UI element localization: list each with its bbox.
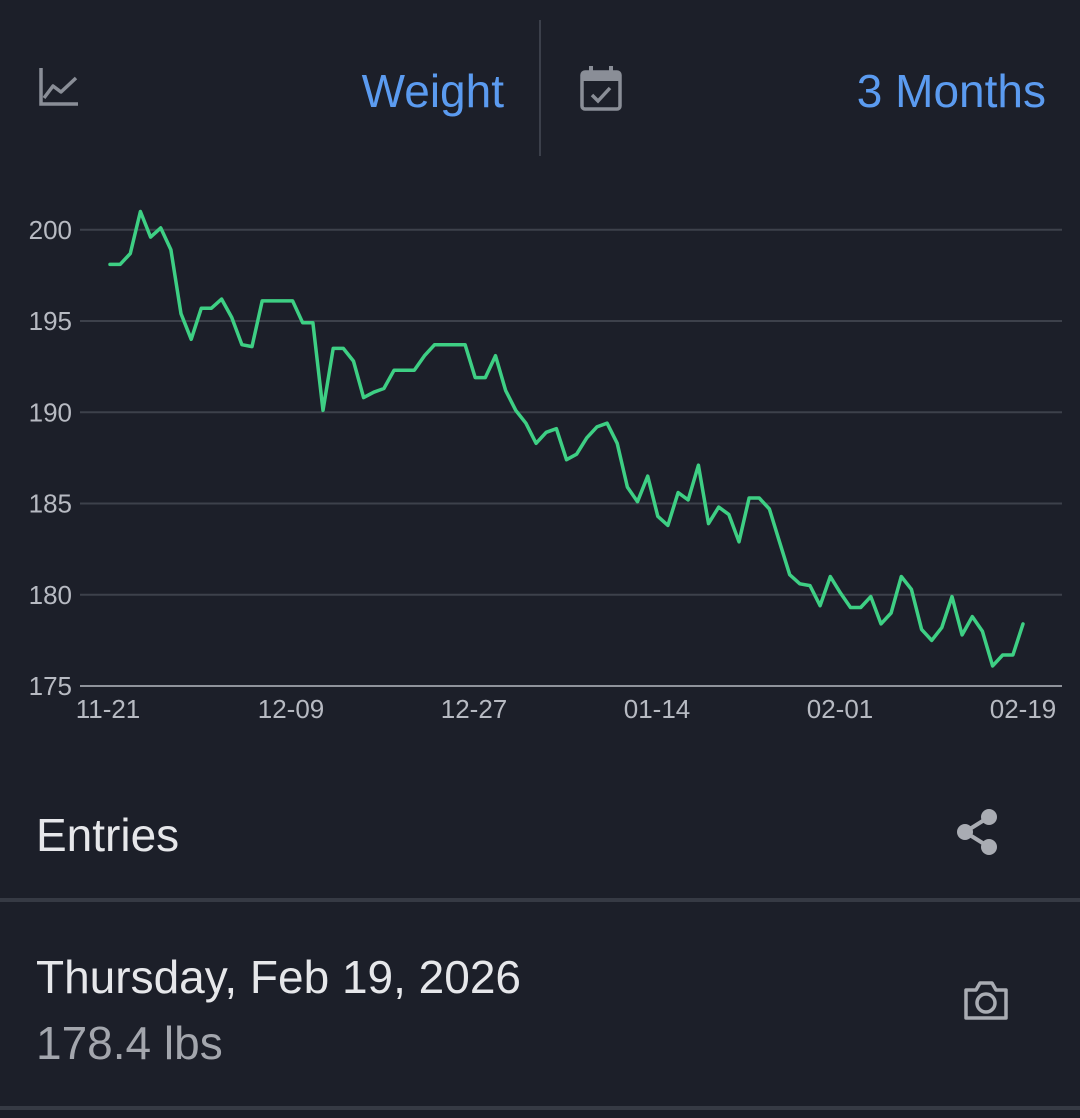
row-divider [0,1106,1080,1110]
weight-series-line [108,209,1025,668]
section-divider [0,898,1080,902]
y-tick-label: 195 [29,306,72,336]
entry-value: 178.4 lbs [36,1017,223,1069]
entry-date: Thursday, Feb 19, 2026 [36,951,521,1003]
entry-row[interactable]: Thursday, Feb 19, 2026 178.4 lbs [0,904,1080,1104]
time-range-selector[interactable]: 3 Months [856,65,1046,117]
y-tick-label: 200 [29,215,72,245]
header-divider [539,20,541,156]
y-tick-label: 175 [29,671,72,701]
y-tick-label: 190 [29,397,72,427]
metric-selector[interactable]: Weight [361,65,504,117]
weight-chart: 175 180 185 190 195 200 11-21 12-09 12-27 01-14 02… [29,209,1062,724]
line-chart-icon[interactable] [38,66,80,108]
y-tick-label: 185 [29,489,72,519]
y-tick-label: 180 [29,580,72,610]
share-icon[interactable] [954,808,1000,856]
x-tick-label: 12-27 [441,694,508,724]
camera-icon[interactable] [962,978,1010,1022]
x-tick-label: 02-01 [807,694,874,724]
top-bar: Weight 3 Months [0,0,1080,170]
x-tick-label: 01-14 [624,694,691,724]
x-tick-label: 02-19 [990,694,1057,724]
entries-heading: Entries [36,809,180,861]
x-tick-label: 12-09 [258,694,325,724]
calendar-check-icon[interactable] [579,66,623,112]
x-tick-label: 11-21 [76,694,141,724]
